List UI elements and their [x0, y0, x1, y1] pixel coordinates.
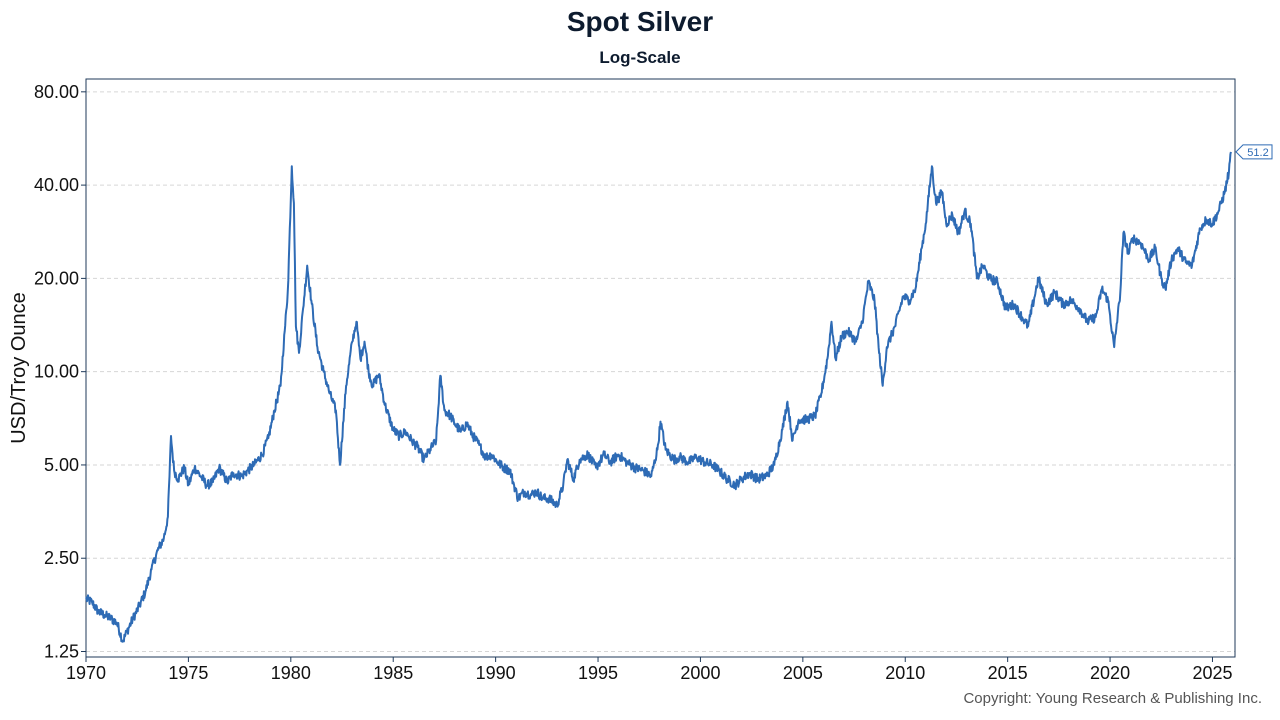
x-tick-label: 1970 — [66, 663, 106, 683]
last-value-label: 51.2 — [1235, 144, 1273, 160]
last-value-marker — [1235, 144, 1273, 160]
x-tick-label: 2000 — [680, 663, 720, 683]
y-tick-label: 10.00 — [34, 362, 79, 382]
x-axis: 1970 1975 1980 1985 1990 1995 2000 2005 2010 2015… — [66, 657, 1232, 683]
x-tick-label: 2010 — [885, 663, 925, 683]
y-axis-label: USD/Troy Ounce — [8, 292, 30, 444]
x-tick-label: 1975 — [168, 663, 208, 683]
chart-subtitle: Log-Scale — [599, 48, 681, 67]
series-layer — [85, 151, 1232, 643]
x-tick-label: 1995 — [578, 663, 618, 683]
copyright-notice: Copyright: Young Research & Publishing I… — [963, 690, 1262, 707]
x-tick-label: 2020 — [1090, 663, 1130, 683]
x-tick-label: 2025 — [1192, 663, 1232, 683]
plot-frame — [85, 78, 1236, 658]
y-tick-label: 5.00 — [44, 455, 79, 475]
grid-layer — [86, 91, 1235, 653]
silver-price-line — [85, 151, 1232, 643]
x-tick-label: 1985 — [373, 663, 413, 683]
y-tick-label: 1.25 — [44, 642, 79, 662]
y-tick-label: 20.00 — [34, 268, 79, 288]
y-tick-label: 40.00 — [34, 175, 79, 195]
x-tick-label: 1980 — [271, 663, 311, 683]
y-axis: 80.00 40.00 20.00 10.00 5.00 2.50 1.25 — [34, 82, 86, 662]
chart-title: Spot Silver — [566, 6, 714, 37]
last-value-text: 51.2 — [1247, 147, 1268, 159]
x-tick-label: 2005 — [783, 663, 823, 683]
y-tick-label: 80.00 — [34, 82, 79, 102]
y-tick-label: 2.50 — [44, 548, 79, 568]
x-tick-label: 1990 — [476, 663, 516, 683]
x-tick-label: 2015 — [988, 663, 1028, 683]
